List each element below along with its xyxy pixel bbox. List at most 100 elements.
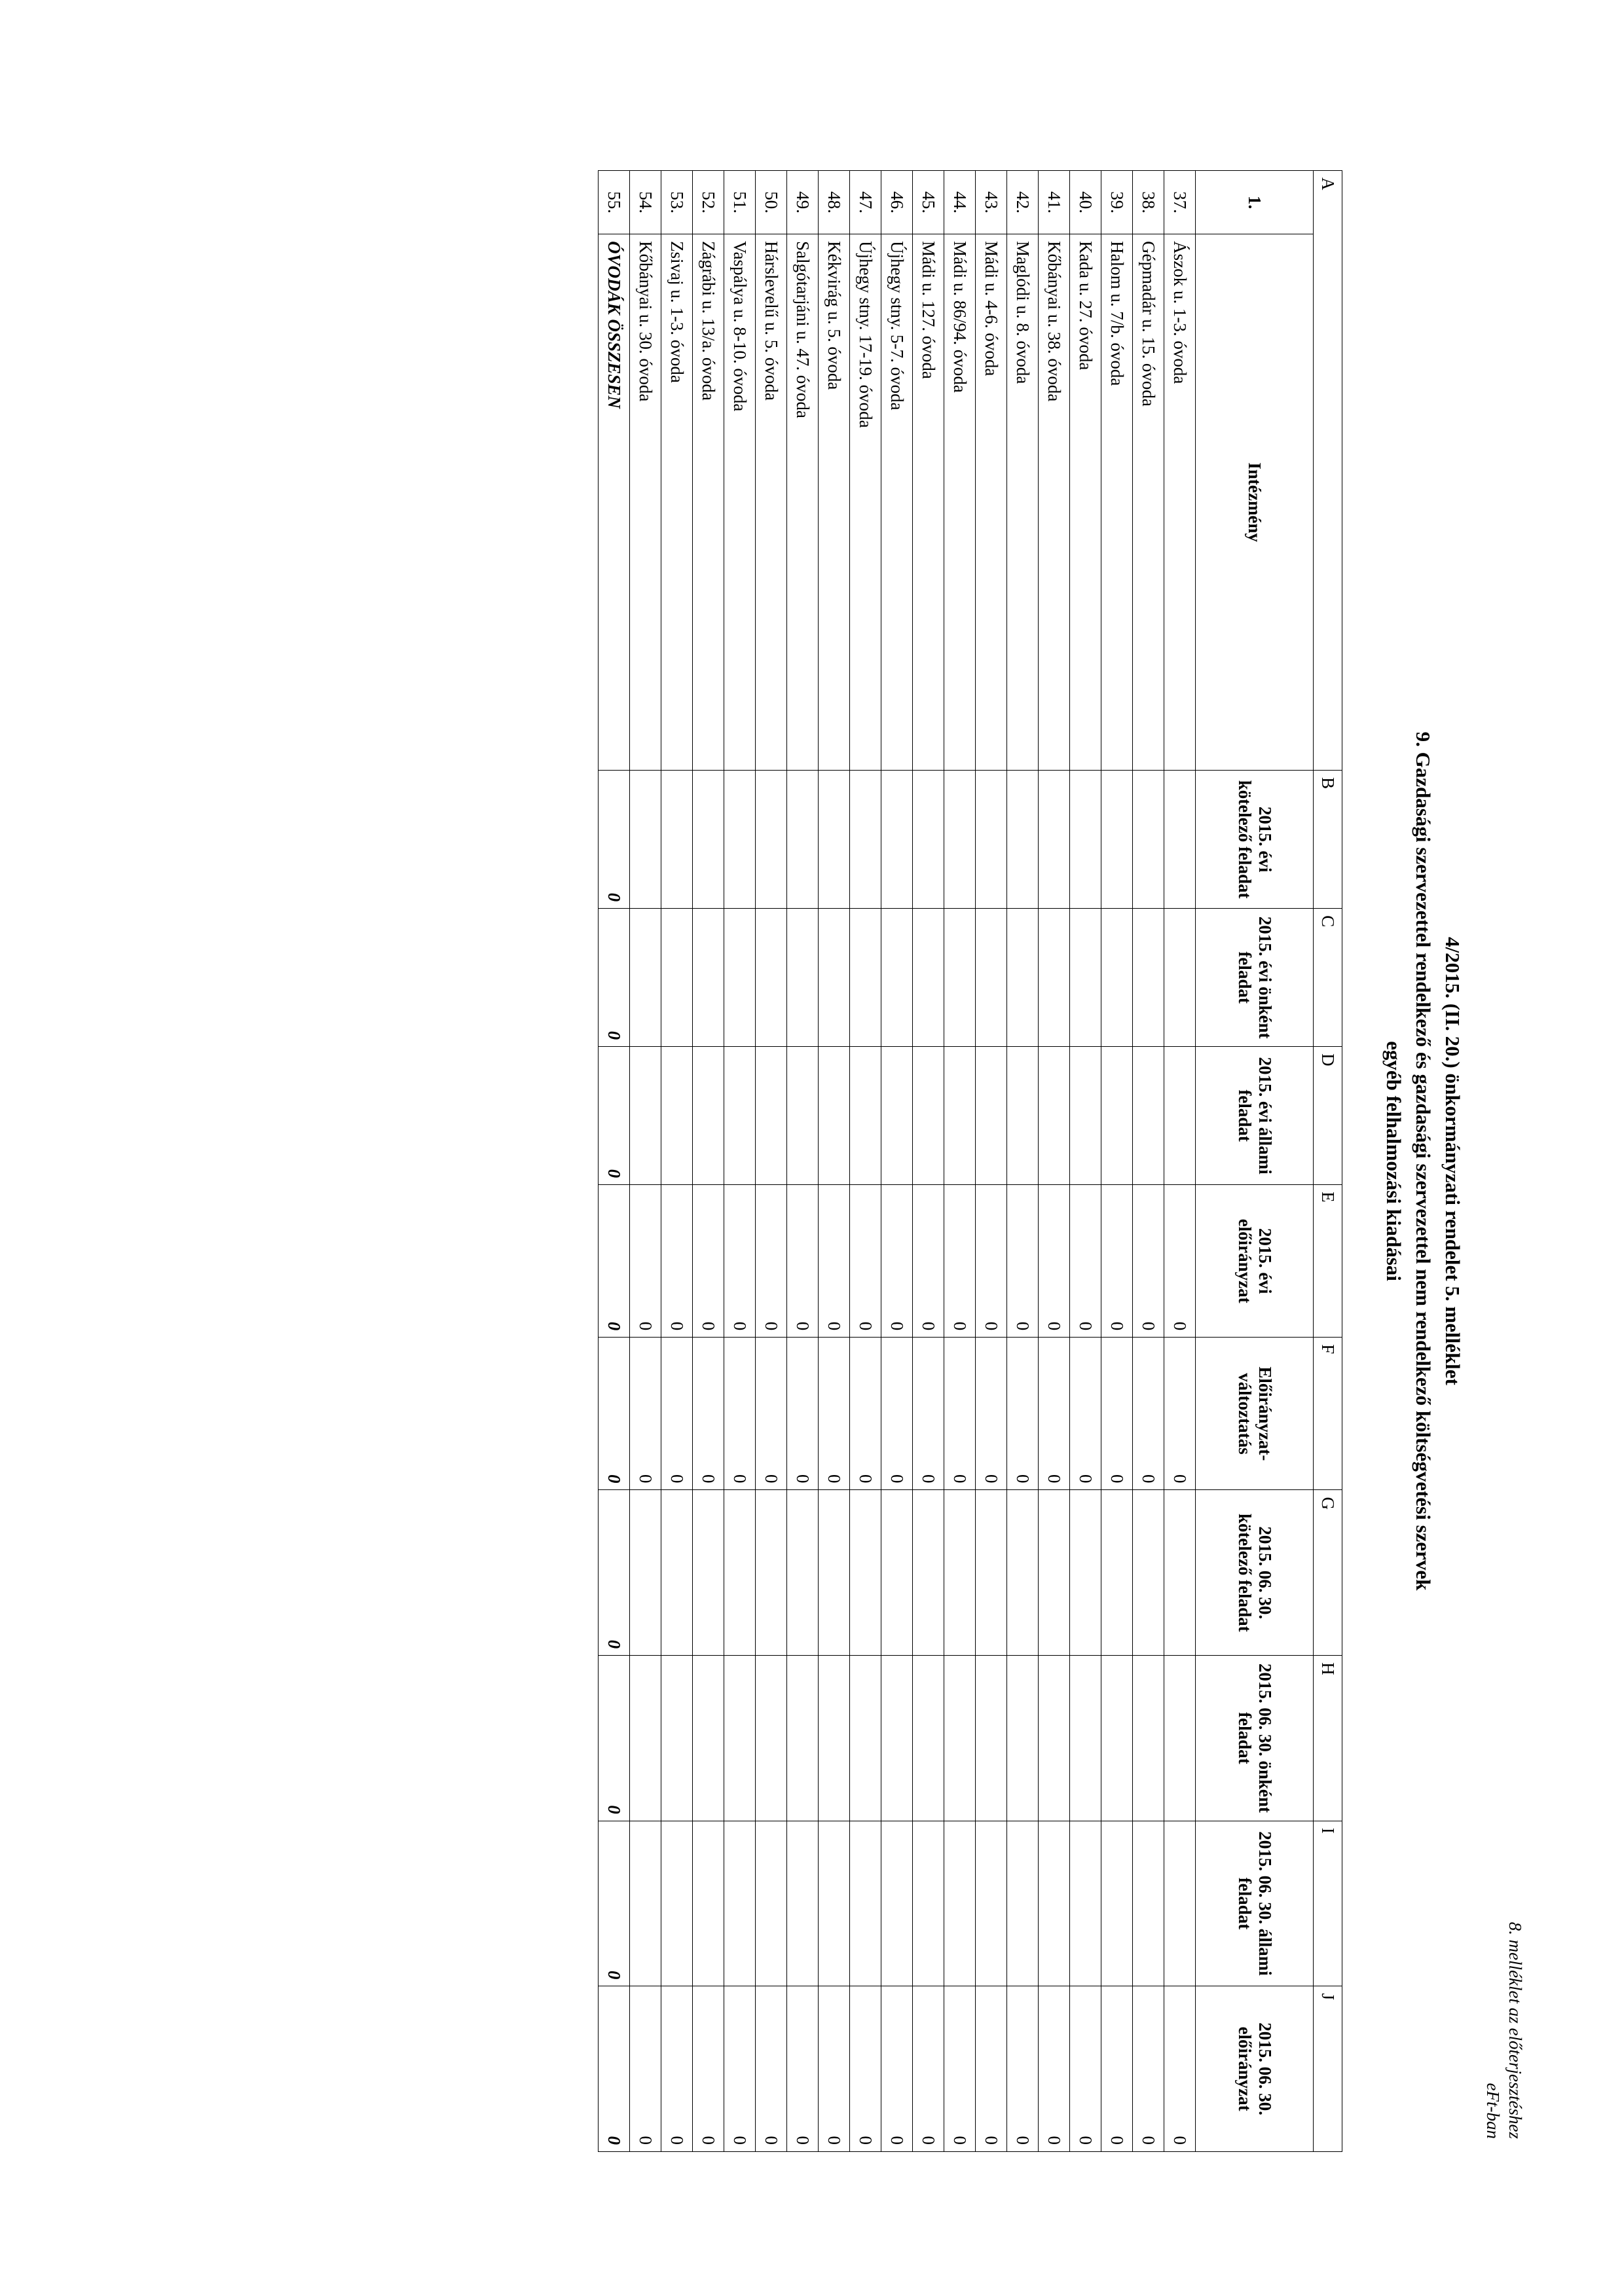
- cell-h: [819, 1656, 850, 1821]
- cell-i: [1164, 1821, 1196, 1986]
- table-row: 49.Salgótarjáni u. 47. óvoda000: [787, 171, 819, 2152]
- cell-e: 0: [630, 1185, 661, 1338]
- cell-i: [1070, 1821, 1101, 1986]
- cell-f: 0: [599, 1338, 630, 1490]
- header-row: 1. Intézmény 2015. évi kötelező feladat …: [1196, 171, 1314, 2152]
- cell-d: [630, 1047, 661, 1185]
- cell-j: 0: [1039, 1986, 1070, 2152]
- corner-line-1: 8. melléklet az előterjesztéshez: [1504, 1922, 1526, 2139]
- row-number: 47.: [850, 171, 881, 234]
- institution-name: Kékvirág u. 5. óvoda: [819, 234, 850, 771]
- table-row: 42.Maglódi u. 8. óvoda000: [1007, 171, 1039, 2152]
- cell-b: [819, 771, 850, 909]
- cell-i: [1133, 1821, 1164, 1986]
- cell-h: [693, 1656, 724, 1821]
- cell-c: [630, 909, 661, 1047]
- row-number: 43.: [976, 171, 1007, 234]
- cell-b: [787, 771, 819, 909]
- cell-b: [724, 771, 756, 909]
- institution-name: Kada u. 27. óvoda: [1070, 234, 1101, 771]
- cell-d: [724, 1047, 756, 1185]
- cell-f: 0: [913, 1338, 944, 1490]
- row-number: 54.: [630, 171, 661, 234]
- cell-b: [881, 771, 913, 909]
- cell-j: 0: [850, 1986, 881, 2152]
- institution-name: Zágrábi u. 13/a. óvoda: [693, 234, 724, 771]
- cell-j: 0: [1164, 1986, 1196, 2152]
- cell-j: 0: [787, 1986, 819, 2152]
- cell-e: 0: [1133, 1185, 1164, 1338]
- cell-b: [1039, 771, 1070, 909]
- col-letter-j: J: [1314, 1986, 1342, 2152]
- institution-name: Mádi u. 4-6. óvoda: [976, 234, 1007, 771]
- cell-i: [976, 1821, 1007, 1986]
- title-line-3: egyéb felhalmozási kiadásai: [1378, 170, 1408, 2152]
- institution-name: Halom u. 7/b. óvoda: [1101, 234, 1133, 771]
- cell-e: 0: [976, 1185, 1007, 1338]
- cell-i: [819, 1821, 850, 1986]
- row-number: 50.: [756, 171, 787, 234]
- row-number: 38.: [1133, 171, 1164, 234]
- corner-note: 8. melléklet az előterjesztéshez eFt-ban: [1482, 1922, 1526, 2139]
- row-number: 40.: [1070, 171, 1101, 234]
- header-c: 2015. évi önként feladat: [1196, 909, 1314, 1047]
- col-letter-g: G: [1314, 1490, 1342, 1656]
- row-number: 51.: [724, 171, 756, 234]
- cell-f: 0: [1133, 1338, 1164, 1490]
- cell-b: [850, 771, 881, 909]
- cell-h: [1070, 1656, 1101, 1821]
- institution-name: Kőbányai u. 38. óvoda: [1039, 234, 1070, 771]
- cell-b: [1070, 771, 1101, 909]
- cell-c: 0: [599, 909, 630, 1047]
- cell-b: [976, 771, 1007, 909]
- cell-g: [819, 1490, 850, 1656]
- cell-e: 0: [1164, 1185, 1196, 1338]
- cell-g: 0: [599, 1490, 630, 1656]
- cell-f: 0: [1164, 1338, 1196, 1490]
- table-row: 39.Halom u. 7/b. óvoda000: [1101, 171, 1133, 2152]
- cell-d: [913, 1047, 944, 1185]
- cell-h: [1039, 1656, 1070, 1821]
- budget-table: A B C D E F G H I J 1. Intézmény 2015. é…: [598, 170, 1342, 2152]
- cell-j: 0: [944, 1986, 976, 2152]
- cell-f: 0: [976, 1338, 1007, 1490]
- cell-d: [693, 1047, 724, 1185]
- cell-e: 0: [819, 1185, 850, 1338]
- cell-f: 0: [693, 1338, 724, 1490]
- cell-d: [1164, 1047, 1196, 1185]
- header-f: Előirányzat-változtatás: [1196, 1338, 1314, 1490]
- cell-c: [819, 909, 850, 1047]
- table-row: 41.Kőbányai u. 38. óvoda000: [1039, 171, 1070, 2152]
- cell-c: [661, 909, 693, 1047]
- cell-d: 0: [599, 1047, 630, 1185]
- cell-i: [693, 1821, 724, 1986]
- table-row: 50.Hárslevelű u. 5. óvoda000: [756, 171, 787, 2152]
- cell-d: [850, 1047, 881, 1185]
- cell-d: [1039, 1047, 1070, 1185]
- table-row: 37.Ászok u. 1-3. óvoda000: [1164, 171, 1196, 2152]
- row-number: 39.: [1101, 171, 1133, 234]
- header-i: 2015. 06. 30. állami feladat: [1196, 1821, 1314, 1986]
- cell-d: [976, 1047, 1007, 1185]
- cell-f: 0: [756, 1338, 787, 1490]
- institution-name: Gépmadár u. 15. óvoda: [1133, 234, 1164, 771]
- cell-f: 0: [819, 1338, 850, 1490]
- col-letter-d: D: [1314, 1047, 1342, 1185]
- cell-h: [661, 1656, 693, 1821]
- cell-e: 0: [850, 1185, 881, 1338]
- cell-g: [1007, 1490, 1039, 1656]
- table-row: 52.Zágrábi u. 13/a. óvoda000: [693, 171, 724, 2152]
- row-number: 55.: [599, 171, 630, 234]
- cell-f: 0: [724, 1338, 756, 1490]
- row-number: 48.: [819, 171, 850, 234]
- cell-h: [1007, 1656, 1039, 1821]
- cell-d: [756, 1047, 787, 1185]
- cell-d: [661, 1047, 693, 1185]
- institution-name: Zsivaj u. 1-3. óvoda: [661, 234, 693, 771]
- cell-d: [881, 1047, 913, 1185]
- cell-e: 0: [724, 1185, 756, 1338]
- cell-h: [1164, 1656, 1196, 1821]
- cell-c: [1007, 909, 1039, 1047]
- header-d: 2015. évi állami feladat: [1196, 1047, 1314, 1185]
- cell-j: 0: [1007, 1986, 1039, 2152]
